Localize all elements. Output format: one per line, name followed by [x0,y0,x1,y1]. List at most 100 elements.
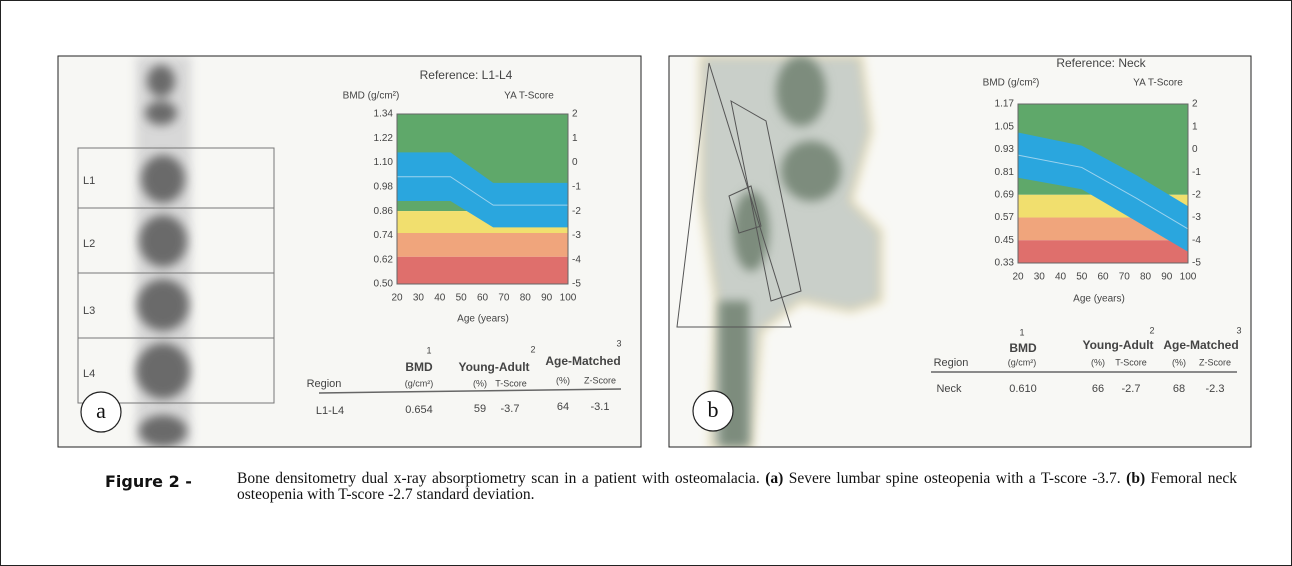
region-label: L1 [83,175,95,187]
table-cell: -2.7 [1122,383,1141,395]
table-header: 2 [1149,325,1154,335]
caption-text: Bone densitometry dual x-ray absorptiome… [237,471,1237,503]
y2-tick-label: -4 [1192,235,1201,246]
y2-tick-label: 1 [572,133,578,144]
table-header: Young-Adult [458,360,529,374]
y2-tick-label: 1 [1192,121,1198,132]
y-tick-label: 0.69 [995,189,1015,200]
y-tick-label: 1.05 [995,121,1015,132]
x-axis-label: Age (years) [1073,294,1125,305]
table-header: (%) [556,375,570,385]
y-tick-label: 1.34 [374,109,394,120]
table-header: 1 [426,345,431,355]
y2-tick-label: 0 [572,157,578,168]
y-tick-label: 0.50 [374,279,394,290]
caption-text: Bone densitometry dual x-ray absorptiome… [237,470,760,487]
y2-tick-label: -2 [1192,189,1201,200]
x-tick-label: 20 [391,293,403,304]
y2-tick-label: -2 [572,206,581,217]
caption-label: Figure 2 - [105,472,192,491]
y2-tick-label: -5 [1192,258,1201,269]
region-label: L2 [83,238,95,250]
y-tick-label: 0.57 [995,212,1015,223]
table-header: 3 [1236,325,1241,335]
table-header: T-Score [1115,357,1147,367]
y-tick-label: 0.33 [995,258,1015,269]
reference-label: Reference: L1-L4 [420,68,513,82]
table-cell: 59 [474,403,486,415]
y-tick-label: 0.74 [374,230,394,241]
y-tick-label: 1.10 [374,157,394,168]
y2-tick-label: 2 [572,109,578,120]
table-cell: 0.654 [405,404,433,416]
table-cell: 0.610 [1009,383,1037,395]
x-tick-label: 30 [1034,272,1046,283]
x-tick-label: 40 [1055,272,1067,283]
table-header: 2 [530,344,535,354]
x-tick-label: 50 [1076,272,1088,283]
y2-tick-label: -1 [1192,167,1201,178]
y-axis-label: BMD (g/cm²) [343,91,400,102]
table-header: Young-Adult [1082,338,1153,352]
x-tick-label: 90 [541,293,553,304]
table-header: (g/cm²) [1008,357,1037,367]
reference-label: Reference: Neck [1056,56,1146,70]
page: 1.34 1.22 1.10 0.98 0.86 0.74 0.62 0.50 2 1 0 -1 -2 -… [0,0,1292,566]
table-cell: 64 [557,401,569,413]
y2-tick-label: -5 [572,279,581,290]
y2-tick-label: -3 [1192,212,1201,223]
x-tick-label: 70 [1119,272,1131,283]
reference-band [397,233,568,257]
panel-label: b [708,397,719,422]
table-cell: 66 [1092,383,1104,395]
x-tick-label: 100 [560,293,577,304]
x-tick-label: 50 [456,293,468,304]
x-tick-label: 80 [1140,272,1152,283]
table-cell: L1-L4 [316,405,344,417]
table-header: Age-Matched [545,354,620,368]
x-tick-label: 60 [477,293,489,304]
y-tick-label: 1.17 [995,99,1015,110]
y-tick-label: 1.22 [374,133,394,144]
y-tick-label: 0.62 [374,254,394,265]
caption-mark: (b) [1126,470,1145,487]
table-header: (%) [1091,357,1105,367]
y-tick-label: 0.86 [374,206,394,217]
y2-tick-label: -3 [572,230,581,241]
table-header: BMD [1009,341,1037,355]
table-cell: -3.7 [501,403,520,415]
table-header: Age-Matched [1163,338,1238,352]
reference-band [397,257,568,284]
y2-tick-label: 2 [1192,99,1198,110]
y-axis-label: BMD (g/cm²) [983,78,1040,89]
table-header: (%) [473,378,487,388]
caption-text: Severe lumbar spine osteopenia with a T-… [789,470,1121,487]
x-tick-label: 60 [1097,272,1109,283]
reference-band [1018,240,1188,263]
x-tick-label: 70 [498,293,510,304]
x-tick-label: 30 [413,293,425,304]
table-cell: -3.1 [591,401,610,413]
table-header: Z-Score [1199,357,1231,367]
table-header: 1 [1019,327,1024,337]
x-tick-label: 80 [520,293,532,304]
x-axis-label: Age (years) [457,314,509,325]
table-header: Region [307,378,342,390]
x-tick-label: 40 [434,293,446,304]
y-tick-label: 0.93 [995,144,1015,155]
x-tick-label: 20 [1012,272,1024,283]
table-cell: -2.3 [1206,383,1225,395]
y-tick-label: 0.98 [374,181,394,192]
y2-tick-label: -4 [572,254,581,265]
region-label: L3 [83,305,95,317]
y2-axis-label: YA T-Score [1133,78,1183,89]
table-cell: 68 [1173,383,1185,395]
panel-label: a [96,398,106,423]
table-header: 3 [616,338,621,348]
y2-axis-label: YA T-Score [504,91,554,102]
table-header: BMD [405,360,433,374]
table-header: T-Score [495,378,527,388]
table-header: (%) [1172,357,1186,367]
table-header: Region [934,357,969,369]
caption-mark: (a) [765,470,783,487]
